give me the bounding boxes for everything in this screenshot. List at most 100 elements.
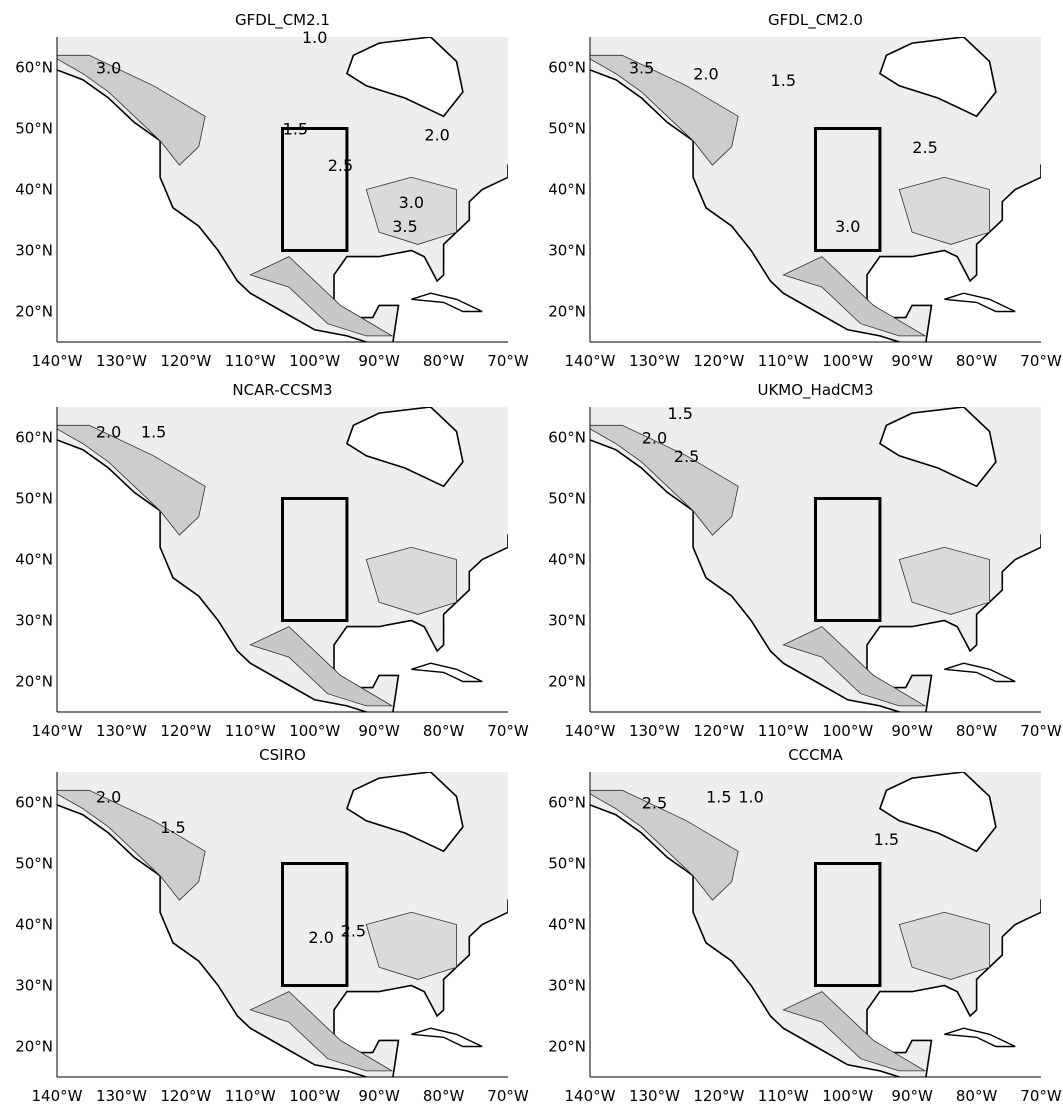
lat-label: 40°N: [15, 181, 53, 199]
lon-label: 140°W: [32, 352, 83, 370]
lon-label: 100°W: [822, 722, 873, 740]
lon-label: 130°W: [96, 722, 147, 740]
contour-label: 3.5: [392, 217, 417, 236]
map-area: [57, 37, 508, 342]
lat-label: 30°N: [15, 242, 53, 260]
shade: [590, 789, 739, 901]
lat-label: 20°N: [15, 1038, 53, 1056]
region-box: [281, 862, 349, 987]
lon-label: 120°W: [160, 352, 211, 370]
map-panel: CCCMA 60°N 50°N 40°N 30°N 20°N 140°W 130°W 120°W…: [548, 746, 1062, 1105]
lat-label: 40°N: [548, 181, 586, 199]
contour-label: 3.0: [399, 193, 424, 212]
cuba: [411, 292, 483, 313]
lat-label: 50°N: [548, 490, 586, 508]
contour-label: 2.5: [642, 794, 667, 813]
shade: [249, 256, 394, 337]
contour-label: 2.5: [328, 156, 353, 175]
region-box: [814, 127, 882, 252]
shade: [898, 546, 990, 615]
panel-title: UKMO_HadCM3: [757, 381, 873, 400]
lon-label: 90°W: [358, 1087, 400, 1101]
cuba: [411, 662, 483, 683]
map-area: [590, 407, 1041, 712]
lat-label: 30°N: [548, 977, 586, 995]
contour-label: 1.5: [874, 830, 899, 849]
lon-label: 110°W: [758, 352, 809, 370]
lon-label: 70°W: [1020, 722, 1062, 740]
cuba: [411, 1027, 483, 1048]
shade: [365, 176, 457, 245]
lon-label: 140°W: [565, 722, 616, 740]
lat-label: 60°N: [15, 429, 53, 447]
contour-label: 1.0: [738, 788, 763, 807]
lat-label: 60°N: [548, 429, 586, 447]
lat-label: 50°N: [15, 855, 53, 873]
region-box: [814, 862, 882, 987]
contour-label: 2.5: [341, 922, 366, 941]
lat-label: 60°N: [548, 59, 586, 77]
lon-label: 100°W: [822, 352, 873, 370]
lon-label: 110°W: [225, 352, 276, 370]
lat-label: 30°N: [15, 977, 53, 995]
lon-label: 130°W: [96, 1087, 147, 1101]
contour-label: 1.5: [706, 788, 731, 807]
panel-title: GFDL_CM2.0: [768, 11, 863, 30]
lon-label: 70°W: [487, 352, 529, 370]
lon-label: 80°W: [956, 1087, 998, 1101]
lon-label: 90°W: [891, 352, 933, 370]
map-area: [57, 407, 508, 712]
shade: [249, 626, 394, 707]
panel-title: NCAR-CCSM3: [232, 381, 332, 399]
contour-label: 2.5: [674, 447, 699, 466]
contour-label: 1.5: [667, 404, 692, 423]
shade: [782, 256, 927, 337]
cuba: [944, 1027, 1016, 1048]
hudson-bay: [345, 37, 464, 118]
lon-label: 80°W: [423, 722, 465, 740]
contour-label: 2.0: [308, 928, 333, 947]
lat-label: 60°N: [15, 794, 53, 812]
lon-label: 140°W: [565, 1087, 616, 1101]
lat-label: 40°N: [548, 551, 586, 569]
lat-label: 20°N: [548, 1038, 586, 1056]
contour-label: 2.0: [693, 65, 718, 84]
hudson-bay: [878, 772, 997, 853]
lon-label: 90°W: [358, 352, 400, 370]
contour-label: 1.0: [302, 28, 327, 47]
lat-label: 60°N: [548, 794, 586, 812]
lon-label: 110°W: [225, 1087, 276, 1101]
map-area: [590, 772, 1041, 1077]
lon-label: 120°W: [693, 352, 744, 370]
lon-label: 130°W: [629, 352, 680, 370]
lon-label: 120°W: [160, 1087, 211, 1101]
contour-label: 1.5: [771, 71, 796, 90]
panel-title: CCCMA: [788, 746, 843, 764]
hudson-bay: [878, 407, 997, 488]
lon-label: 130°W: [629, 1087, 680, 1101]
lon-label: 70°W: [1020, 352, 1062, 370]
region-box: [281, 127, 349, 252]
lon-label: 110°W: [758, 722, 809, 740]
lon-label: 90°W: [358, 722, 400, 740]
lat-label: 40°N: [548, 916, 586, 934]
contour-label: 3.5: [629, 59, 654, 78]
lon-label: 80°W: [423, 1087, 465, 1101]
lon-label: 120°W: [693, 722, 744, 740]
shade: [590, 424, 739, 536]
lon-label: 110°W: [758, 1087, 809, 1101]
contour-label: 2.0: [96, 423, 121, 442]
lat-label: 40°N: [15, 551, 53, 569]
lat-label: 50°N: [548, 120, 586, 138]
lat-label: 40°N: [15, 916, 53, 934]
lat-label: 20°N: [15, 673, 53, 691]
lat-label: 50°N: [15, 120, 53, 138]
contour-label: 2.0: [424, 126, 449, 145]
map-panel: CSIRO 60°N 50°N 40°N 30°N 20°N 140°W 130°W 120°W…: [15, 746, 529, 1105]
contour-label: 1.5: [160, 818, 185, 837]
shade: [365, 546, 457, 615]
lon-label: 120°W: [160, 722, 211, 740]
hudson-bay: [345, 772, 464, 853]
lon-label: 80°W: [956, 352, 998, 370]
lon-label: 140°W: [32, 1087, 83, 1101]
